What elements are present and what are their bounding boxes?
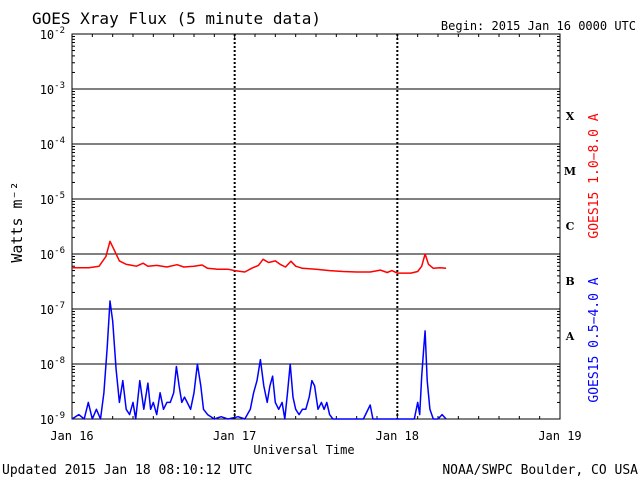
y-tick-label: 10-3 — [40, 81, 65, 97]
begin-label: Begin: 2015 Jan 16 0000 UTC — [441, 19, 636, 33]
footer-credit: NOAA/SWPC Boulder, CO USA — [442, 463, 638, 478]
y-tick-label: 10-2 — [40, 26, 65, 42]
flare-class-label: X — [566, 110, 575, 123]
flare-class-label: C — [566, 220, 575, 233]
y-tick-label: 10-8 — [40, 356, 65, 372]
footer-updated: Updated 2015 Jan 18 08:10:12 UTC — [2, 463, 252, 478]
x-axis-label: Universal Time — [253, 443, 354, 457]
chart-title: GOES Xray Flux (5 minute data) — [32, 9, 321, 28]
x-tick-label: Jan 18 — [376, 429, 419, 443]
series-line-short-channel — [71, 300, 447, 420]
x-tick-label: Jan 19 — [538, 429, 581, 443]
y-tick-label: 10-4 — [40, 136, 65, 152]
legend-long-channel: GOES15 1.0−8.0 A — [587, 113, 602, 238]
flare-class-label: B — [565, 275, 574, 288]
flare-class-label: A — [565, 330, 575, 343]
series-layer — [71, 240, 447, 420]
y-tick-label: 10-5 — [40, 191, 65, 207]
flare-class-label: M — [564, 165, 576, 178]
plot-frame — [71, 33, 561, 420]
series-line-long-channel — [72, 240, 447, 274]
x-tick-label: Jan 16 — [50, 429, 93, 443]
y-tick-label: 10-6 — [40, 246, 65, 262]
axes-layer: 10-9 10-8 10-7 10-6 10-5 10-4 10-3 10-2 Jan 16 Ja… — [40, 26, 582, 443]
y-tick-label: 10-9 — [40, 411, 65, 427]
y-tick-label: 10-7 — [40, 301, 65, 317]
legend-short-channel: GOES15 0.5−4.0 A — [587, 277, 602, 402]
y-axis-label: Watts m⁻² — [8, 181, 26, 262]
x-tick-label: Jan 17 — [213, 429, 256, 443]
